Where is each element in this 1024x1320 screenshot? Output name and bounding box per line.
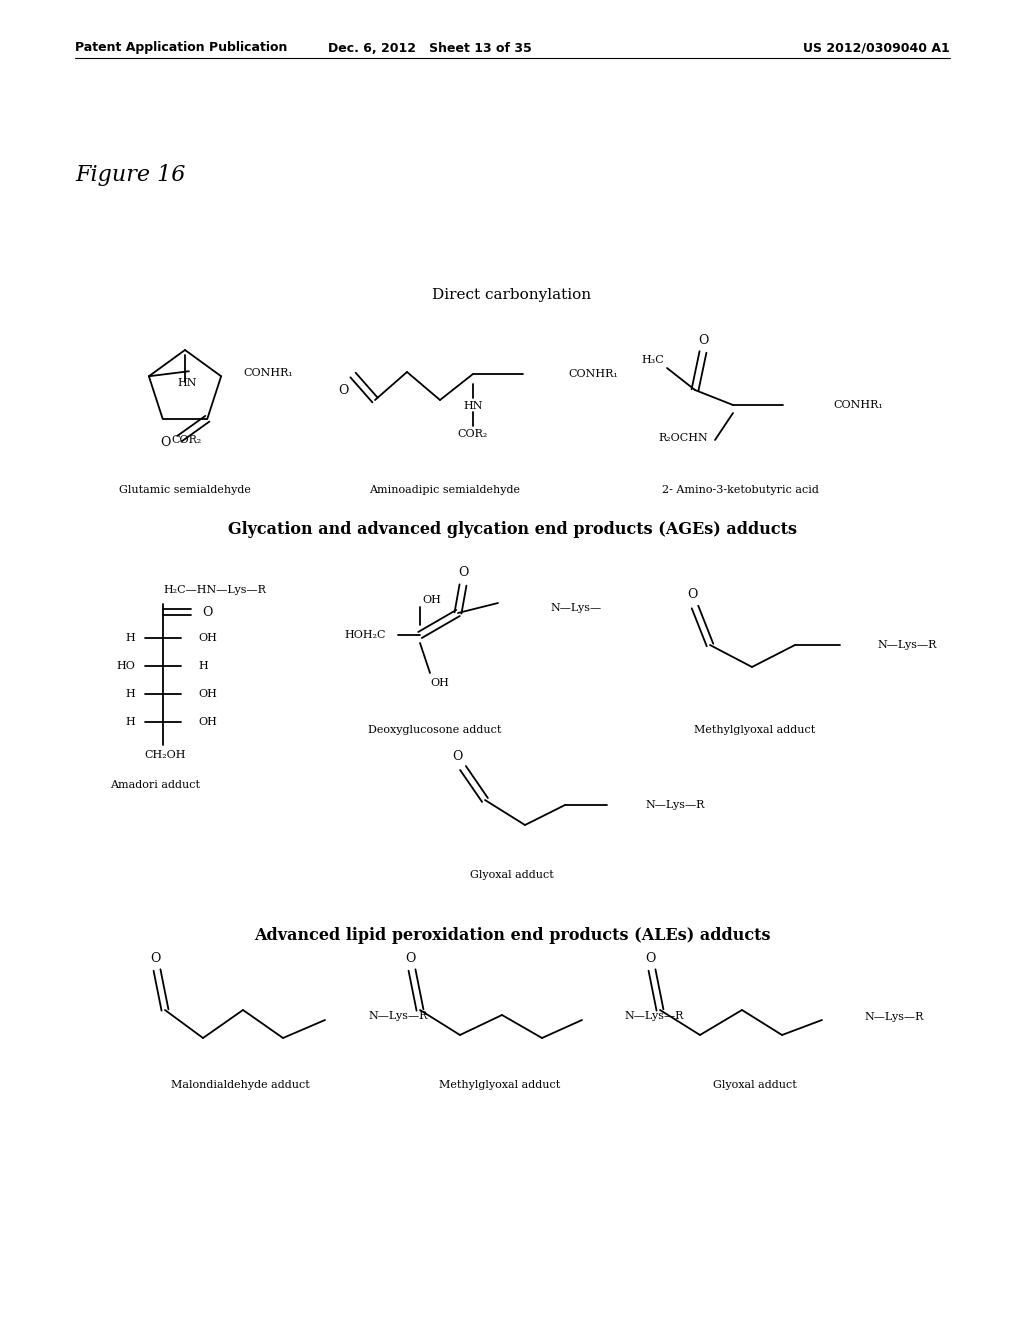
Text: H: H (125, 634, 135, 643)
Text: OH: OH (198, 717, 217, 727)
Text: Glyoxal adduct: Glyoxal adduct (470, 870, 554, 880)
Text: Aminoadipic semialdehyde: Aminoadipic semialdehyde (370, 484, 520, 495)
Text: O: O (645, 952, 655, 965)
Text: O: O (458, 566, 468, 579)
Text: N—Lys—R: N—Lys—R (368, 1011, 427, 1020)
Text: Glycation and advanced glycation end products (AGEs) adducts: Glycation and advanced glycation end pro… (227, 521, 797, 539)
Text: OH: OH (198, 634, 217, 643)
Text: H: H (198, 661, 208, 671)
Text: Advanced lipid peroxidation end products (ALEs) adducts: Advanced lipid peroxidation end products… (254, 927, 770, 944)
Text: COR₂: COR₂ (172, 436, 202, 445)
Text: H: H (125, 717, 135, 727)
Text: CH₂OH: CH₂OH (144, 750, 185, 760)
Text: N—Lys—R: N—Lys—R (864, 1012, 924, 1022)
Text: H: H (125, 689, 135, 700)
Text: N—Lys—: N—Lys— (550, 603, 601, 612)
Text: H₃C: H₃C (642, 355, 665, 366)
Text: Methylglyoxal adduct: Methylglyoxal adduct (439, 1080, 560, 1090)
Text: Deoxyglucosone adduct: Deoxyglucosone adduct (369, 725, 502, 735)
Text: O: O (452, 750, 462, 763)
Text: CONHR₁: CONHR₁ (568, 370, 617, 379)
Text: O: O (687, 589, 697, 602)
Text: OH: OH (423, 595, 441, 605)
Text: CONHR₁: CONHR₁ (244, 368, 294, 378)
Text: R₂OCHN: R₂OCHN (658, 433, 708, 444)
Text: Amadori adduct: Amadori adduct (110, 780, 200, 789)
Text: O: O (202, 606, 212, 619)
Text: 2- Amino-3-ketobutyric acid: 2- Amino-3-ketobutyric acid (662, 484, 818, 495)
Text: O: O (404, 952, 415, 965)
Text: O: O (697, 334, 709, 346)
Text: Methylglyoxal adduct: Methylglyoxal adduct (694, 725, 816, 735)
Text: N—Lys—R: N—Lys—R (645, 800, 705, 810)
Text: HN: HN (463, 401, 482, 411)
Text: OH: OH (430, 678, 450, 688)
Text: HN: HN (177, 378, 197, 388)
Text: US 2012/0309040 A1: US 2012/0309040 A1 (803, 41, 950, 54)
Text: O: O (338, 384, 348, 396)
Text: CONHR₁: CONHR₁ (833, 400, 883, 411)
Text: OH: OH (198, 689, 217, 700)
Text: N—Lys—R: N—Lys—R (877, 640, 936, 649)
Text: O: O (150, 952, 160, 965)
Text: Malondialdehyde adduct: Malondialdehyde adduct (171, 1080, 309, 1090)
Text: COR₂: COR₂ (458, 429, 488, 440)
Text: Patent Application Publication: Patent Application Publication (75, 41, 288, 54)
Text: H₂C—HN—Lys—R: H₂C—HN—Lys—R (163, 585, 266, 595)
Text: Dec. 6, 2012   Sheet 13 of 35: Dec. 6, 2012 Sheet 13 of 35 (328, 41, 531, 54)
Text: HOH₂C: HOH₂C (344, 630, 386, 640)
Text: N—Lys—R: N—Lys—R (624, 1011, 683, 1020)
Text: Direct carbonylation: Direct carbonylation (432, 288, 592, 302)
Text: HO: HO (116, 661, 135, 671)
Text: Glyoxal adduct: Glyoxal adduct (713, 1080, 797, 1090)
Text: Glutamic semialdehyde: Glutamic semialdehyde (119, 484, 251, 495)
Text: O: O (160, 437, 171, 450)
Text: Figure 16: Figure 16 (75, 164, 185, 186)
